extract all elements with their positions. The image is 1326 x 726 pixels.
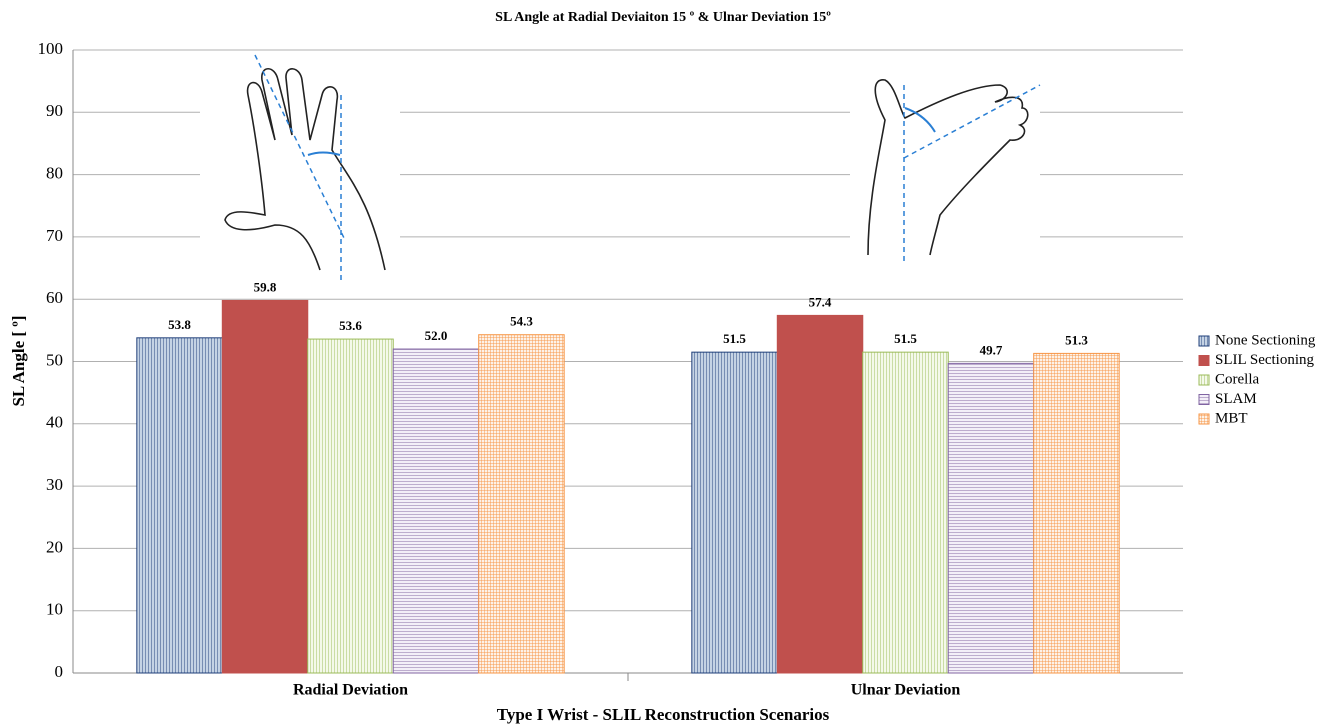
bar (947, 362, 1035, 674)
ulnar-hand-bg (850, 70, 1040, 270)
y-tick-label: 0 (55, 662, 64, 681)
bar (862, 351, 949, 674)
legend-swatch (1198, 374, 1210, 386)
ulnar-axis-line (903, 84, 1041, 159)
legend-label: MBT (1215, 410, 1248, 426)
bar (307, 338, 394, 674)
legend-label: SLAM (1215, 391, 1257, 407)
ulnar-arrow (904, 107, 936, 133)
value-label: 59.8 (254, 279, 277, 294)
value-label: 52.0 (425, 328, 448, 343)
y-tick-label: 90 (46, 101, 63, 120)
y-tick-label: 60 (46, 288, 63, 307)
value-label: 51.5 (723, 331, 746, 346)
bar (776, 314, 864, 674)
ulnar-hand (867, 79, 1029, 256)
radial-arrow (307, 151, 341, 156)
y-tick-label: 40 (46, 413, 63, 432)
legend-swatch (1198, 413, 1210, 425)
value-label: 53.6 (339, 318, 362, 333)
legend-label: SLIL Sectioning (1215, 352, 1315, 368)
bar (136, 337, 223, 674)
legend-swatch (1198, 335, 1210, 347)
bar (392, 348, 480, 674)
value-label: 57.4 (809, 294, 832, 309)
bar (691, 351, 778, 674)
y-tick-label: 30 (46, 475, 63, 494)
y-tick-label: 100 (38, 39, 64, 58)
radial-hand (224, 67, 386, 271)
y-axis-title: SL Angle [ º] (9, 315, 28, 406)
value-label: 51.3 (1065, 332, 1088, 347)
legend-swatch (1198, 355, 1210, 366)
bar (221, 299, 309, 674)
y-tick-label: 10 (46, 600, 63, 619)
chart-title: SL Angle at Radial Deviaiton 15 º & Ulna… (495, 10, 831, 25)
value-label: 54.3 (510, 314, 533, 329)
value-label: 51.5 (894, 331, 917, 346)
legend-swatch (1198, 394, 1210, 405)
y-tick-label: 50 (46, 350, 63, 369)
value-label: 53.8 (168, 317, 191, 332)
bar (478, 334, 565, 674)
y-tick-label: 20 (46, 537, 63, 556)
x-tick-label: Ulnar Deviation (851, 682, 961, 699)
radial-axis-line (254, 54, 346, 241)
y-tick-label: 80 (46, 164, 63, 183)
illustrations (200, 54, 1041, 280)
radial-hand-bg (200, 55, 400, 280)
x-tick-label: Radial Deviation (293, 682, 408, 699)
value-label: 49.7 (980, 342, 1003, 357)
y-tick-label: 70 (46, 226, 63, 245)
legend-label: None Sectioning (1215, 332, 1316, 348)
legend-label: Corella (1215, 371, 1259, 387)
x-axis-title: Type I Wrist - SLIL Reconstruction Scena… (497, 705, 830, 724)
bar (1033, 352, 1120, 674)
